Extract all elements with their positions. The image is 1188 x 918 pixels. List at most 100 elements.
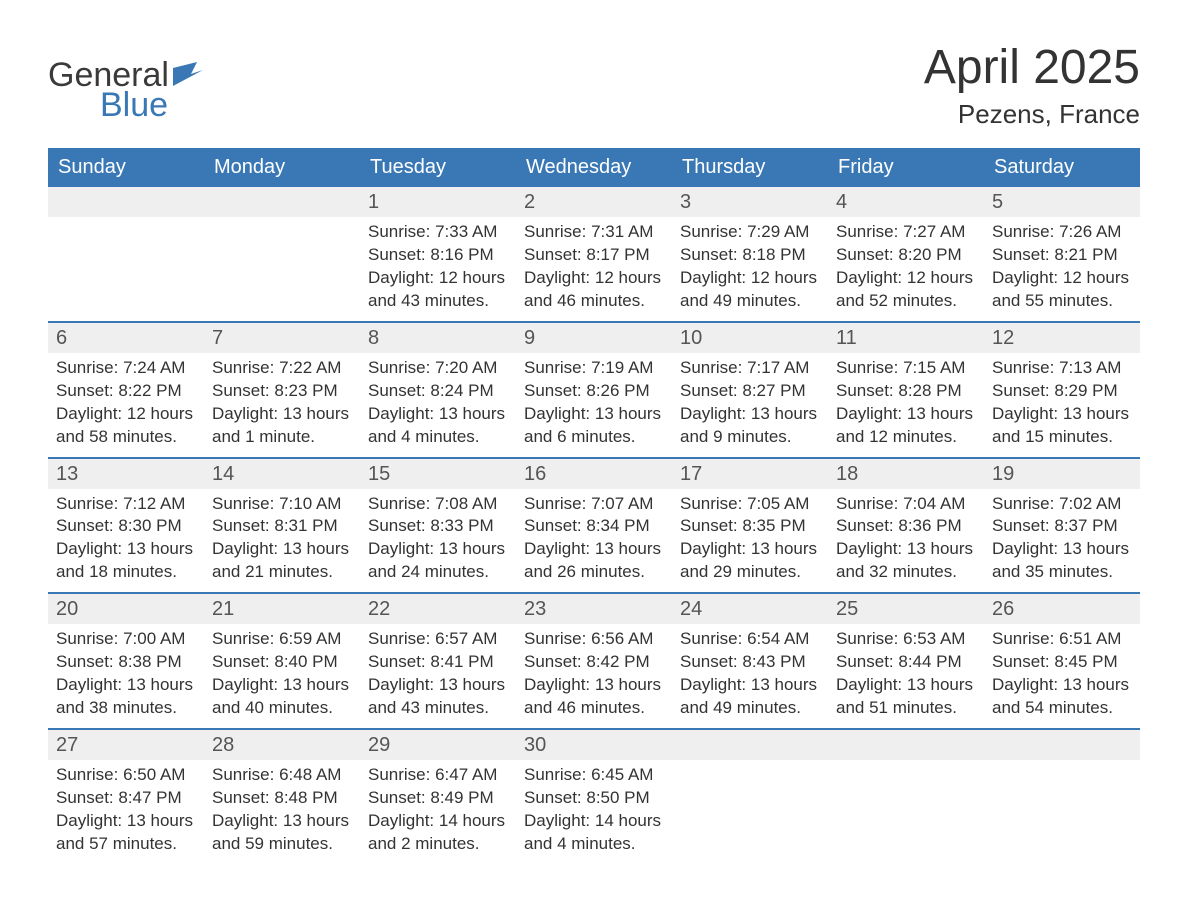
daylight-text-line1: Daylight: 13 hours [836, 403, 976, 426]
calendar-week-row: 6Sunrise: 7:24 AMSunset: 8:22 PMDaylight… [48, 322, 1140, 458]
logo: General Blue [48, 40, 203, 122]
day-details: Sunrise: 6:57 AMSunset: 8:41 PMDaylight:… [360, 624, 516, 728]
sunset-text: Sunset: 8:34 PM [524, 515, 664, 538]
day-details: Sunrise: 6:54 AMSunset: 8:43 PMDaylight:… [672, 624, 828, 728]
day-number: 15 [360, 459, 516, 489]
day-details: Sunrise: 7:20 AMSunset: 8:24 PMDaylight:… [360, 353, 516, 457]
sunset-text: Sunset: 8:48 PM [212, 787, 352, 810]
calendar-day-cell: 24Sunrise: 6:54 AMSunset: 8:43 PMDayligh… [672, 593, 828, 729]
day-details: Sunrise: 7:15 AMSunset: 8:28 PMDaylight:… [828, 353, 984, 457]
daylight-text-line1: Daylight: 13 hours [524, 538, 664, 561]
calendar-day-cell: 10Sunrise: 7:17 AMSunset: 8:27 PMDayligh… [672, 322, 828, 458]
day-number: 27 [48, 730, 204, 760]
logo-flag-icon [173, 58, 203, 92]
logo-word2: Blue [48, 88, 203, 122]
daylight-text-line1: Daylight: 13 hours [836, 538, 976, 561]
day-number: 16 [516, 459, 672, 489]
daylight-text-line1: Daylight: 13 hours [524, 403, 664, 426]
day-number: 2 [516, 187, 672, 217]
daylight-text-line1: Daylight: 13 hours [680, 403, 820, 426]
sunrise-text: Sunrise: 7:24 AM [56, 357, 196, 380]
day-details: Sunrise: 7:24 AMSunset: 8:22 PMDaylight:… [48, 353, 204, 457]
calendar-day-cell: 12Sunrise: 7:13 AMSunset: 8:29 PMDayligh… [984, 322, 1140, 458]
daylight-text-line2: and 55 minutes. [992, 290, 1132, 313]
sunrise-text: Sunrise: 6:56 AM [524, 628, 664, 651]
sunrise-text: Sunrise: 7:04 AM [836, 493, 976, 516]
sunrise-text: Sunrise: 6:59 AM [212, 628, 352, 651]
calendar-day-cell: 3Sunrise: 7:29 AMSunset: 8:18 PMDaylight… [672, 187, 828, 322]
sunrise-text: Sunrise: 6:47 AM [368, 764, 508, 787]
sunrise-text: Sunrise: 7:29 AM [680, 221, 820, 244]
calendar-day-cell: 1Sunrise: 7:33 AMSunset: 8:16 PMDaylight… [360, 187, 516, 322]
location-label: Pezens, France [924, 99, 1140, 130]
calendar-day-cell: 15Sunrise: 7:08 AMSunset: 8:33 PMDayligh… [360, 458, 516, 594]
day-details: Sunrise: 6:45 AMSunset: 8:50 PMDaylight:… [516, 760, 672, 864]
daylight-text-line1: Daylight: 12 hours [680, 267, 820, 290]
sunrise-text: Sunrise: 7:07 AM [524, 493, 664, 516]
daylight-text-line2: and 49 minutes. [680, 697, 820, 720]
day-number: 3 [672, 187, 828, 217]
sunrise-text: Sunrise: 7:26 AM [992, 221, 1132, 244]
day-number: 10 [672, 323, 828, 353]
day-number-empty [672, 730, 828, 760]
sunset-text: Sunset: 8:43 PM [680, 651, 820, 674]
daylight-text-line2: and 32 minutes. [836, 561, 976, 584]
calendar-day-cell: 22Sunrise: 6:57 AMSunset: 8:41 PMDayligh… [360, 593, 516, 729]
calendar-day-cell: 6Sunrise: 7:24 AMSunset: 8:22 PMDaylight… [48, 322, 204, 458]
daylight-text-line1: Daylight: 12 hours [836, 267, 976, 290]
daylight-text-line2: and 38 minutes. [56, 697, 196, 720]
sunset-text: Sunset: 8:40 PM [212, 651, 352, 674]
calendar-week-row: 13Sunrise: 7:12 AMSunset: 8:30 PMDayligh… [48, 458, 1140, 594]
calendar-day-cell: 30Sunrise: 6:45 AMSunset: 8:50 PMDayligh… [516, 729, 672, 864]
day-number: 30 [516, 730, 672, 760]
daylight-text-line2: and 6 minutes. [524, 426, 664, 449]
sunset-text: Sunset: 8:22 PM [56, 380, 196, 403]
sunrise-text: Sunrise: 7:20 AM [368, 357, 508, 380]
day-details: Sunrise: 6:51 AMSunset: 8:45 PMDaylight:… [984, 624, 1140, 728]
daylight-text-line1: Daylight: 13 hours [680, 538, 820, 561]
daylight-text-line1: Daylight: 13 hours [212, 810, 352, 833]
daylight-text-line2: and 18 minutes. [56, 561, 196, 584]
sunset-text: Sunset: 8:50 PM [524, 787, 664, 810]
day-details: Sunrise: 7:05 AMSunset: 8:35 PMDaylight:… [672, 489, 828, 593]
weekday-header: Wednesday [516, 148, 672, 187]
sunset-text: Sunset: 8:28 PM [836, 380, 976, 403]
sunrise-text: Sunrise: 6:50 AM [56, 764, 196, 787]
sunset-text: Sunset: 8:17 PM [524, 244, 664, 267]
day-number: 5 [984, 187, 1140, 217]
calendar-day-cell [984, 729, 1140, 864]
calendar-week-row: 27 Sunrise: 6:50 AMSunset: 8:47 PM Dayligh… [48, 729, 1140, 864]
calendar-day-cell: 21Sunrise: 6:59 AMSunset: 8:40 PMDayligh… [204, 593, 360, 729]
sunrise-text: Sunrise: 6:45 AM [524, 764, 664, 787]
daylight-text-line1: Daylight: 12 hours [992, 267, 1132, 290]
day-number: 13 [48, 459, 204, 489]
sunrise-text: Sunrise: 7:02 AM [992, 493, 1132, 516]
day-number: 25 [828, 594, 984, 624]
daylight-text-line1: Daylight: 13 hours [680, 674, 820, 697]
sunset-text: Sunset: 8:21 PM [992, 244, 1132, 267]
day-number-empty [828, 730, 984, 760]
daylight-text-line1: Daylight: 13 hours [992, 403, 1132, 426]
sunrise-text: Sunrise: 6:53 AM [836, 628, 976, 651]
sunrise-text: Sunrise: 7:22 AM [212, 357, 352, 380]
sunset-text: Sunset: 8:29 PM [992, 380, 1132, 403]
sunrise-text: Sunrise: 7:27 AM [836, 221, 976, 244]
sunset-text: Sunset: 8:47 PM [56, 787, 196, 810]
day-details: Sunrise: 7:12 AMSunset: 8:30 PMDaylight:… [48, 489, 204, 593]
daylight-text-line2: and 24 minutes. [368, 561, 508, 584]
day-number-empty [48, 187, 204, 217]
day-number: 28 [204, 730, 360, 760]
daylight-text-line2: and 29 minutes. [680, 561, 820, 584]
calendar-day-cell [204, 187, 360, 322]
sunset-text: Sunset: 8:36 PM [836, 515, 976, 538]
day-number: 11 [828, 323, 984, 353]
calendar-day-cell: 8Sunrise: 7:20 AMSunset: 8:24 PMDaylight… [360, 322, 516, 458]
daylight-text-line2: and 1 minute. [212, 426, 352, 449]
daylight-text-line2: and 9 minutes. [680, 426, 820, 449]
sunset-text: Sunset: 8:30 PM [56, 515, 196, 538]
sunrise-text: Sunrise: 7:13 AM [992, 357, 1132, 380]
calendar-day-cell: 5 Sunrise: 7:26 AMSunset: 8:21 PMDaylight… [984, 187, 1140, 322]
day-number: 9 [516, 323, 672, 353]
daylight-text-line1: Daylight: 14 hours [368, 810, 508, 833]
day-number: 8 [360, 323, 516, 353]
